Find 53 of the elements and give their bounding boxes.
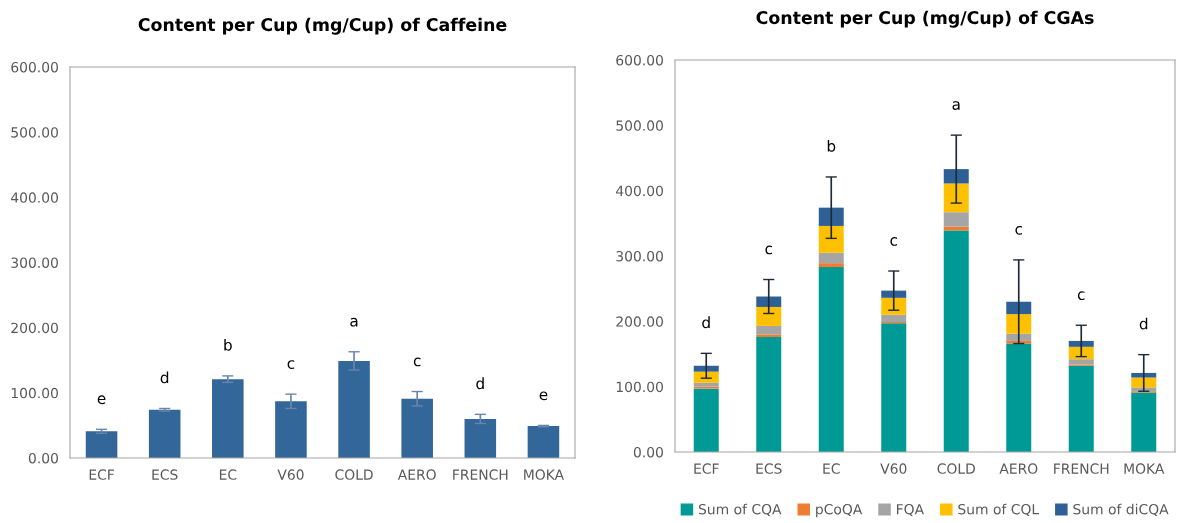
annotation: e [97, 395, 106, 405]
annotation: b [827, 139, 836, 152]
x-tick-label: COLD [335, 469, 373, 480]
x-tick-label: ECF [89, 469, 114, 480]
annotation: a [952, 101, 960, 110]
x-tick-label: MOKA [1124, 463, 1165, 474]
legend-label: pCoQA [816, 503, 863, 518]
annotation: d [1139, 317, 1148, 330]
y-tick-label: 200.00 [11, 322, 58, 334]
annotation: a [350, 317, 358, 327]
y-tick-label: 300.00 [11, 257, 58, 268]
x-tick-label: ECS [152, 469, 178, 480]
x-tick-label: EC [823, 463, 840, 474]
x-tick-label: MOKA [524, 469, 564, 480]
annotation: c [413, 357, 421, 367]
x-tick-label: FRENCH [453, 469, 508, 480]
legend-label: Sum of CQL [958, 503, 1040, 517]
y-tick-label: 100.00 [11, 387, 58, 399]
chart-title: Content per Cup (mg/Cup) of Caffeine [138, 17, 507, 35]
annotation: c [1015, 225, 1022, 235]
x-tick-label: AERO [397, 469, 436, 480]
y-tick-label: 100.00 [616, 381, 663, 393]
annotation: d [702, 316, 710, 329]
annotation: c [890, 237, 897, 246]
annotation: e [539, 391, 548, 401]
x-tick-label: COLD [937, 463, 975, 474]
y-tick-label: 600.00 [11, 61, 58, 73]
y-tick-label: 400.00 [615, 185, 663, 197]
x-tick-label: ECF [694, 463, 719, 474]
annotation: c [287, 360, 295, 369]
y-tick-label: 0.00 [633, 446, 663, 458]
y-tick-label: 300.00 [616, 250, 663, 262]
y-tick-label: 200.00 [616, 316, 663, 327]
x-tick-label: AERO [999, 463, 1038, 474]
chart-title: Content per Cup (mg/Cup) of CGAs [756, 10, 1094, 28]
annotation: b [224, 338, 232, 351]
annotation: c [765, 245, 772, 255]
annotation: d [160, 371, 169, 384]
y-tick-label: 500.00 [11, 127, 58, 138]
y-tick-label: 600.00 [616, 54, 663, 66]
annotation: c [1077, 291, 1085, 301]
y-tick-label: 500.00 [616, 120, 663, 131]
legend-label: FQA [897, 503, 924, 517]
y-tick-label: 400.00 [10, 192, 58, 203]
annotation: d [476, 377, 484, 390]
x-tick-label: FRENCH [1054, 463, 1109, 474]
x-tick-label: EC [219, 469, 237, 480]
x-tick-label: V60 [277, 469, 304, 480]
legend-label: Sum of CQA [698, 503, 782, 517]
legend-label: Sum of diCQA [1073, 503, 1169, 517]
x-tick-label: ECS [756, 463, 782, 474]
y-tick-label: 0.00 [28, 452, 58, 464]
x-tick-label: V60 [880, 463, 907, 474]
